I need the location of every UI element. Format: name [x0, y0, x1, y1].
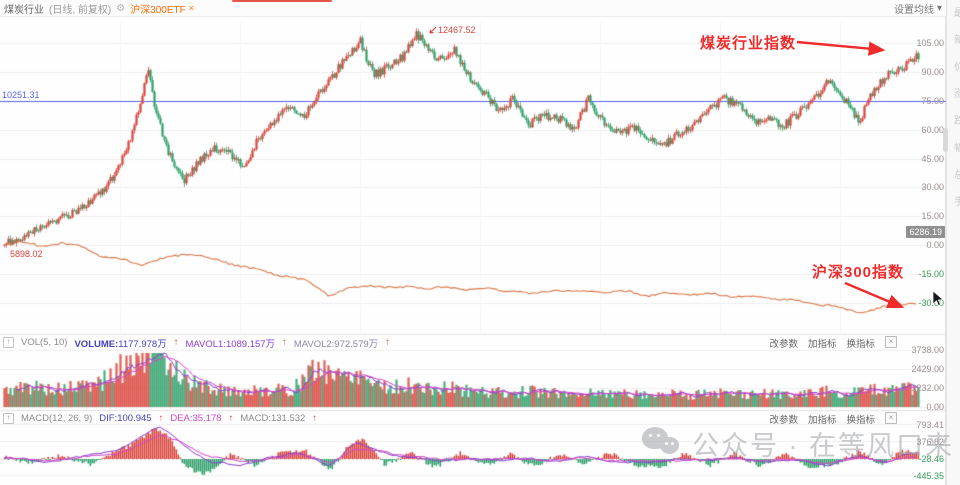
- peak-value-label: 12467.52: [427, 25, 476, 35]
- volume-panel-header: ↑ VOL(5, 10) VOLUME:1177.978万 ↑ MAVOL1:1…: [0, 335, 949, 350]
- gear-icon[interactable]: ⚙: [116, 2, 126, 14]
- axis-tick-label: 15.00: [921, 211, 944, 222]
- chart-mode-label: (日线, 前复权): [49, 4, 112, 16]
- current-value-badge: 6286.19: [906, 226, 945, 238]
- volume-value: VOLUME:1177.978万: [74, 338, 167, 350]
- up-arrow-icon: ↑: [158, 413, 164, 424]
- mavol1-value: MAVOL1:1089.157万: [185, 338, 276, 350]
- strip-char: 幅: [954, 135, 960, 162]
- quote-panel-edge: 最新价涨跌幅总手: [946, 0, 960, 485]
- wechat-icon: [642, 426, 682, 461]
- axis-tick-label: 376.82: [916, 437, 944, 447]
- axis-tick-label: 793.41: [916, 420, 944, 430]
- axis-tick-label: 1232.00: [911, 383, 944, 393]
- volume-indicator-name: VOL(5, 10): [21, 337, 68, 348]
- axis-tick-label: -15.00: [918, 268, 944, 279]
- switch-indicator-button[interactable]: 换指标: [846, 338, 875, 350]
- expand-icon[interactable]: ↑: [3, 337, 14, 348]
- up-arrow-icon: ↑: [173, 337, 179, 348]
- coal-annotation-label: 煤炭行业指数: [700, 35, 797, 52]
- alert-line-label: 10251.31: [2, 90, 40, 100]
- volume-panel-actions: 改参数 加指标 换指标 ×: [769, 335, 897, 350]
- close-icon[interactable]: ×: [188, 3, 195, 13]
- strip-char: 涨: [954, 81, 960, 108]
- ma-settings-label: 设置均线: [893, 4, 934, 16]
- axis-tick-label: 3738.00: [911, 345, 944, 355]
- macd-panel-header: ↑ MACD(12, 26, 9) DIF:100.945 ↑ DEA:35.1…: [0, 411, 949, 426]
- axis-tick-label: 105.00: [916, 38, 944, 49]
- csi-annotation-label: 沪深300指数: [812, 264, 905, 281]
- dif-value: DIF:100.945: [99, 413, 152, 424]
- chart-toolbar: 煤炭行业 (日线, 前复权) ⚙ 沪深300ETF ×: [0, 0, 946, 17]
- strip-char: 总: [954, 162, 960, 189]
- strip-char: 最: [954, 0, 960, 27]
- axis-tick-label: 90.00: [921, 67, 944, 78]
- axis-tick-label: 30.00: [921, 182, 944, 193]
- strip-char: 价: [954, 54, 960, 81]
- strip-char: 跌: [954, 108, 960, 135]
- axis-tick-label: 0.00: [926, 240, 944, 250]
- axis-tick-label: 60.00: [921, 124, 944, 135]
- coal-annotation-arrow: [796, 40, 886, 56]
- change-params-button[interactable]: 改参数: [769, 338, 798, 350]
- compare-tab[interactable]: 沪深300ETF ×: [130, 1, 194, 16]
- close-panel-button[interactable]: ×: [885, 335, 897, 348]
- macd-value: MACD:131.532: [240, 413, 306, 424]
- add-indicator-button[interactable]: 加指标: [807, 414, 837, 426]
- csi-annotation-arrow: [844, 281, 905, 309]
- macd-panel-actions: 改参数 加指标 换指标 ×: [769, 411, 897, 426]
- expand-icon[interactable]: ↑: [3, 413, 14, 424]
- axis-tick-label: 75.00: [921, 96, 944, 106]
- change-params-button[interactable]: 改参数: [769, 414, 798, 426]
- dea-value: DEA:35.178: [170, 413, 222, 424]
- mouse-cursor: [932, 290, 944, 307]
- macd-indicator-name: MACD(12, 26, 9): [21, 413, 93, 424]
- strip-char: 手: [954, 189, 960, 216]
- add-indicator-button[interactable]: 加指标: [807, 338, 837, 350]
- axis-tick-label: -28.46: [918, 454, 944, 464]
- tab-indicator: [232, 0, 332, 2]
- csi-start-value-label: 5898.02: [10, 249, 43, 259]
- axis-tick-label: 2429.00: [911, 364, 944, 374]
- axis-tick-label: 0.00: [926, 402, 944, 412]
- watermark-text: 公众号 · 在等风口来: [692, 431, 954, 461]
- axis-tick-label: -30.00: [918, 297, 944, 308]
- up-arrow-icon: ↑: [312, 413, 318, 424]
- ma-settings-button[interactable]: 设置均线 ▾: [894, 0, 942, 16]
- peak-arrow-icon: [429, 26, 437, 34]
- axis-tick-label: 45.00: [921, 153, 944, 164]
- up-arrow-icon: ↑: [385, 337, 390, 348]
- symbol-title: 煤炭行业: [4, 4, 44, 16]
- mavol2-value: MAVOL2:972.579万: [293, 338, 379, 350]
- chevron-down-icon: ▾: [936, 2, 942, 14]
- axis-tick-label: -445.35: [913, 471, 944, 481]
- switch-indicator-button[interactable]: 换指标: [846, 414, 875, 426]
- up-arrow-icon: ↑: [228, 413, 234, 424]
- up-arrow-icon: ↑: [282, 337, 287, 348]
- close-panel-button[interactable]: ×: [885, 411, 897, 424]
- compare-tab-label: 沪深300ETF: [130, 4, 186, 16]
- watermark: 公众号 · 在等风口来: [642, 424, 954, 463]
- panel-drag-handle[interactable]: [943, 128, 948, 152]
- strip-char: 新: [954, 27, 960, 54]
